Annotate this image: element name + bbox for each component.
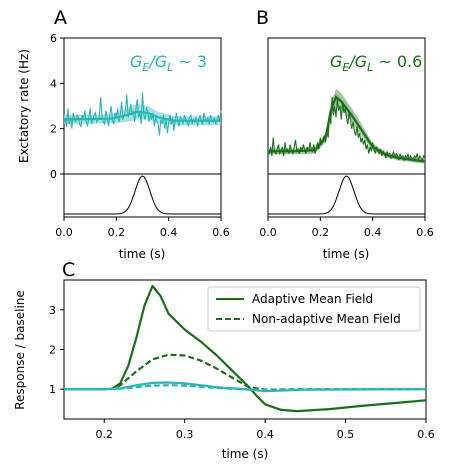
panel-c-series-1 [64, 353, 426, 391]
xtick-label: 0.2 [108, 226, 126, 239]
mean-field-band [268, 89, 425, 164]
panel-c-ytick-label: 3 [49, 304, 56, 317]
panel-c-series-0 [64, 284, 427, 413]
panel-c-xtick-label: 0.3 [176, 428, 194, 441]
panel-c-ytick-label: 2 [49, 344, 56, 357]
panel-c-ytick-label: 1 [49, 383, 56, 396]
mean-field-line [64, 110, 221, 122]
panel-b-stimulus [268, 175, 425, 215]
panel-label-a: A [54, 7, 67, 29]
legend-entry-adaptive: Adaptive Mean Field [252, 292, 373, 306]
panel-b-xlabel: time (s) [323, 247, 370, 261]
panel-label-c: C [62, 259, 75, 281]
panel-b-ratio-annotation: GE/GL ~ 0.6 [330, 52, 422, 74]
panel-c-ylabel: Response / baseline [13, 290, 27, 410]
stimulus-pulse [64, 175, 221, 215]
panel-c-legend: Adaptive Mean Field Non-adaptive Mean Fi… [207, 286, 421, 332]
panel-a-ylabel: Exctatory rate (Hz) [17, 49, 31, 163]
panel-c-xtick-label: 0.5 [337, 428, 355, 441]
xtick-label: 0.6 [212, 226, 230, 239]
stimulus-pulse [268, 175, 425, 215]
panel-a-ytick-label: 0 [50, 168, 57, 181]
legend-box [207, 286, 421, 332]
panel-a-stim-frame [63, 173, 222, 218]
mean-field-band [64, 103, 221, 126]
panel-b-stim-frame [267, 173, 426, 218]
panel-a-xlabel: time (s) [119, 247, 166, 261]
panel-a-ytick-label: 4 [50, 77, 57, 90]
panel-label-b: B [256, 7, 269, 29]
panel-c-xlabel: time (s) [222, 447, 269, 461]
xtick-label: 0.0 [55, 226, 73, 239]
panel-a-stimulus [64, 175, 221, 215]
panel-a-ytick-label: 6 [50, 32, 57, 45]
panel-a-ytick-label: 2 [50, 123, 57, 136]
panel-c-xtick-label: 0.4 [256, 428, 274, 441]
simulation-trace [267, 96, 426, 163]
panel-c-series-3 [64, 384, 426, 392]
panel-c-plot: 1 2 3 0.2 0.3 0.4 0.5 0.6 [49, 284, 435, 441]
xtick-label: 0.4 [364, 226, 382, 239]
panel-a-ratio-annotation: GE/GL ~ 3 [130, 52, 207, 74]
xtick-label: 0.4 [160, 226, 178, 239]
xtick-label: 0.2 [312, 226, 330, 239]
panel-c-xtick-label: 0.6 [417, 428, 435, 441]
simulation-trace [63, 92, 222, 136]
xtick-label: 0.0 [259, 226, 277, 239]
panel-b-plot: 0.0 0.2 0.4 0.6 [259, 89, 434, 239]
panel-a-plot: 0 2 4 6 0.0 0.2 0.4 0.6 [50, 32, 230, 239]
xtick-label: 0.6 [416, 226, 434, 239]
panel-c-xtick-label: 0.2 [95, 428, 113, 441]
legend-entry-nonadaptive: Non-adaptive Mean Field [252, 312, 401, 326]
